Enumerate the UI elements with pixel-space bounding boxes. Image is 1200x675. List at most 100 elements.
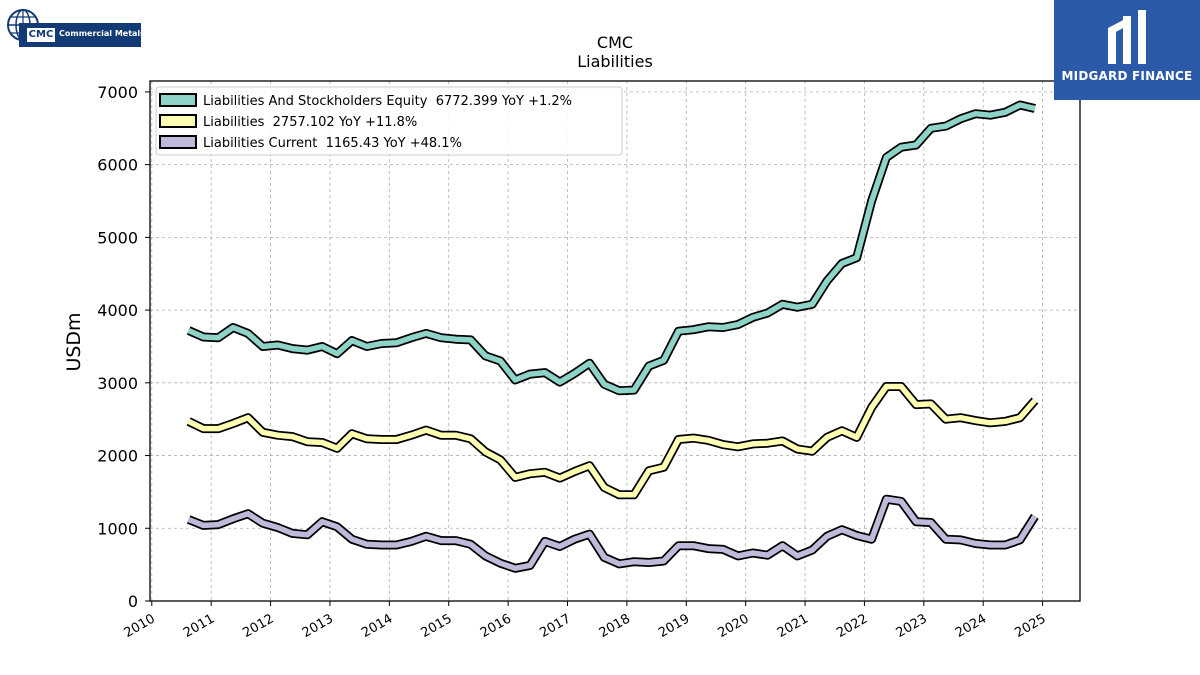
grid bbox=[150, 81, 1080, 602]
data-point bbox=[633, 389, 636, 392]
data-point bbox=[900, 146, 903, 149]
data-point bbox=[454, 338, 457, 341]
data-point bbox=[291, 347, 294, 350]
data-point bbox=[484, 450, 487, 453]
data-point bbox=[766, 312, 769, 315]
data-point bbox=[395, 544, 398, 547]
data-point bbox=[677, 330, 680, 333]
data-point bbox=[647, 365, 650, 368]
data-point bbox=[514, 378, 517, 381]
data-point bbox=[543, 471, 546, 474]
y-axis-label: USDm bbox=[63, 312, 85, 371]
data-point bbox=[870, 200, 873, 203]
data-point bbox=[1033, 515, 1036, 518]
data-point bbox=[410, 540, 413, 543]
data-point bbox=[217, 523, 220, 526]
legend-label: Liabilities Current 1165.43 YoY +48.1% bbox=[203, 136, 462, 151]
data-point bbox=[707, 439, 710, 442]
data-point bbox=[603, 383, 606, 386]
data-point bbox=[915, 144, 918, 147]
data-point bbox=[722, 548, 725, 551]
series-layer bbox=[186, 100, 1039, 573]
data-point bbox=[855, 534, 858, 537]
y-tick-label: 3000 bbox=[97, 374, 138, 393]
data-point bbox=[306, 533, 309, 536]
data-point bbox=[796, 448, 799, 451]
series-line bbox=[187, 102, 1036, 394]
data-point bbox=[529, 472, 532, 475]
midgard-monogram-icon bbox=[1108, 10, 1146, 64]
data-point bbox=[989, 114, 992, 117]
legend: Liabilities And Stockholders Equity 6772… bbox=[155, 86, 623, 156]
data-point bbox=[187, 329, 190, 332]
data-point bbox=[454, 539, 457, 542]
data-point bbox=[929, 521, 932, 524]
data-point bbox=[618, 562, 621, 565]
data-point bbox=[543, 371, 546, 374]
series-1 bbox=[186, 382, 1039, 500]
data-point bbox=[959, 416, 962, 419]
data-point bbox=[232, 422, 235, 425]
data-point bbox=[529, 564, 532, 567]
data-point bbox=[1033, 107, 1036, 110]
x-tick-label: 2016 bbox=[478, 611, 514, 641]
legend-swatch bbox=[159, 114, 197, 128]
data-point bbox=[261, 522, 264, 525]
y-tick-label: 7000 bbox=[97, 83, 138, 102]
data-point bbox=[633, 493, 636, 496]
series-2 bbox=[186, 494, 1039, 573]
data-point bbox=[707, 325, 710, 328]
data-point bbox=[811, 303, 814, 306]
data-point bbox=[454, 434, 457, 437]
data-point bbox=[915, 403, 918, 406]
data-point bbox=[929, 402, 932, 405]
cmc-abbr: CMC bbox=[27, 28, 55, 42]
data-point bbox=[796, 554, 799, 557]
data-point bbox=[1004, 544, 1007, 547]
legend-label: Liabilities 2757.102 YoY +11.8% bbox=[203, 115, 417, 130]
cmc-wordmark-box: CMC Commercial Metals bbox=[19, 23, 145, 47]
x-tick-label: 2012 bbox=[240, 611, 276, 641]
data-point bbox=[751, 442, 754, 445]
data-point bbox=[603, 486, 606, 489]
data-point bbox=[707, 547, 710, 550]
series-line bbox=[187, 496, 1038, 572]
data-point bbox=[558, 381, 561, 384]
data-point bbox=[187, 518, 190, 521]
data-point bbox=[900, 500, 903, 503]
data-point bbox=[350, 538, 353, 541]
data-point bbox=[796, 306, 799, 309]
data-point bbox=[603, 556, 606, 559]
data-point bbox=[321, 520, 324, 523]
data-point bbox=[187, 420, 190, 423]
data-point bbox=[900, 385, 903, 388]
data-point bbox=[514, 567, 517, 570]
y-tick-label: 2000 bbox=[97, 447, 138, 466]
data-point bbox=[469, 543, 472, 546]
data-point bbox=[425, 332, 428, 335]
data-point bbox=[826, 535, 829, 538]
data-point bbox=[944, 538, 947, 541]
data-point bbox=[1033, 399, 1036, 402]
data-point bbox=[261, 345, 264, 348]
x-tick-label: 2020 bbox=[715, 611, 751, 641]
midgard-finance-logo: MIDGARD FINANCE bbox=[1054, 0, 1200, 100]
data-point bbox=[484, 554, 487, 557]
data-point bbox=[1019, 538, 1022, 541]
y-tick-label: 1000 bbox=[97, 519, 138, 538]
data-point bbox=[232, 517, 235, 520]
data-point bbox=[826, 436, 829, 439]
data-point bbox=[350, 432, 353, 435]
data-point bbox=[202, 524, 205, 527]
midgard-finance-name: MIDGARD FINANCE bbox=[1061, 69, 1193, 83]
data-point bbox=[662, 359, 665, 362]
data-point bbox=[202, 427, 205, 430]
data-point bbox=[499, 458, 502, 461]
data-point bbox=[855, 256, 858, 259]
data-point bbox=[647, 561, 650, 564]
legend-label: Liabilities And Stockholders Equity 6772… bbox=[203, 94, 572, 109]
data-point bbox=[380, 342, 383, 345]
data-point bbox=[514, 476, 517, 479]
x-tick-label: 2013 bbox=[300, 611, 336, 641]
data-point bbox=[350, 339, 353, 342]
